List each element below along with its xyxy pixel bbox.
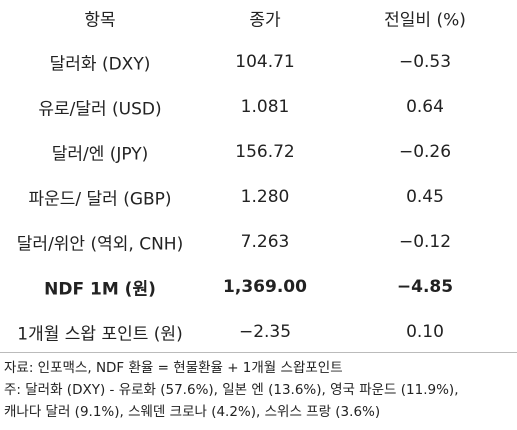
header-cell: 항목 — [84, 10, 116, 31]
table-cell: 156.72 — [235, 142, 295, 162]
table-cell: 1.280 — [240, 187, 290, 207]
table-cell: −2.35 — [238, 322, 292, 342]
table-cell: 파운드/ 달러 (GBP) — [28, 189, 172, 210]
table-cell: 104.71 — [235, 52, 295, 72]
separator — [0, 352, 517, 353]
table-cell: −0.12 — [398, 232, 452, 252]
header-cell: 종가 — [249, 10, 281, 31]
table-cell: −0.53 — [398, 52, 452, 72]
table-cell: 달러/위안 (역외, CNH) — [16, 234, 184, 255]
table-cell: 달러/엔 (JPY) — [51, 144, 149, 165]
table-cell: 0.45 — [406, 187, 444, 207]
table-cell: 0.10 — [406, 322, 444, 342]
table-cell: −4.85 — [396, 277, 454, 297]
table-cell: −0.26 — [398, 142, 452, 162]
table-cell: 유로/달러 (USD) — [38, 99, 162, 120]
table-cell: 7.263 — [240, 232, 290, 252]
footnote: 주: 달러화 (DXY) - 유로화 (57.6%), 일본 엔 (13.6%)… — [4, 382, 459, 398]
header-cell: 전일비 (%) — [384, 10, 466, 31]
table-cell: 달러화 (DXY) — [49, 54, 151, 75]
table-cell: 1,369.00 — [223, 277, 307, 297]
table-cell: 1개월 스왑 포인트 (원) — [17, 324, 183, 345]
table-cell: 0.64 — [406, 97, 444, 117]
table-cell: NDF 1M (원) — [44, 279, 156, 300]
footnote: 자료: 인포맥스, NDF 환율 = 현물환율 + 1개월 스왑포인트 — [4, 360, 343, 376]
table-cell: 1.081 — [240, 97, 290, 117]
footnote: 캐나다 달러 (9.1%), 스웨덴 크로나 (4.2%), 스위스 프랑 (3… — [4, 404, 381, 420]
